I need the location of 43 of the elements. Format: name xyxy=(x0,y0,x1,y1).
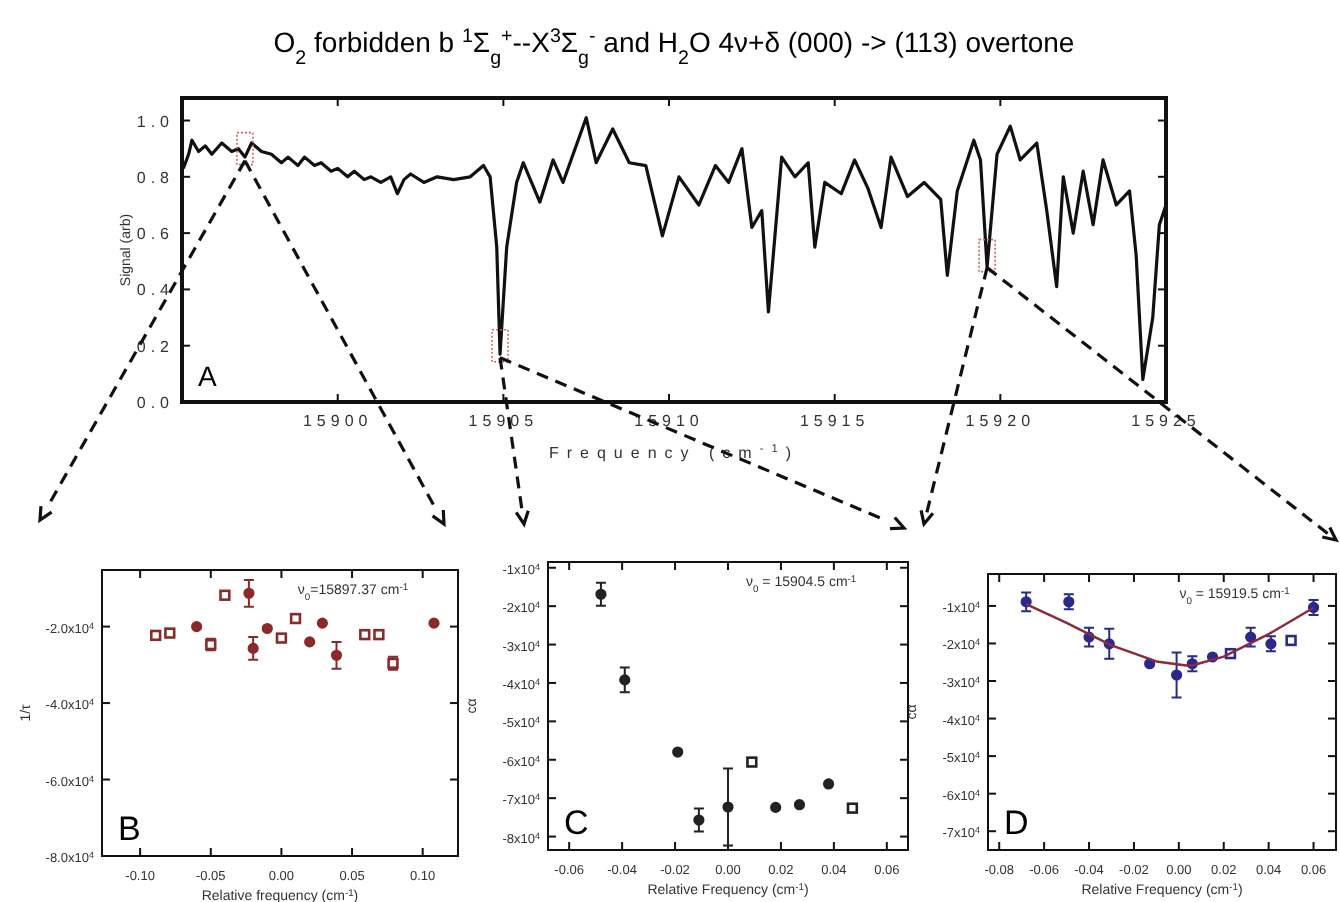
point xyxy=(693,814,705,826)
point xyxy=(846,802,859,814)
annotation: A xyxy=(198,360,218,392)
point xyxy=(289,612,302,625)
y-tick-label: 0.6 xyxy=(136,225,174,244)
point xyxy=(316,617,328,629)
point xyxy=(619,674,631,686)
y-tick-label: 0.8 xyxy=(136,168,174,187)
x-tick-label: 15920 xyxy=(965,412,1036,430)
point xyxy=(746,756,758,768)
point xyxy=(164,627,176,639)
point xyxy=(359,628,371,641)
annotation: B xyxy=(118,810,141,848)
point xyxy=(822,778,835,790)
y-tick-label: 1.0 xyxy=(136,112,174,131)
point xyxy=(428,617,440,629)
point xyxy=(261,622,273,635)
y-tick-label: 0.2 xyxy=(136,337,174,356)
annotation: C xyxy=(564,804,589,842)
x-tick-label: 15915 xyxy=(799,412,870,430)
point xyxy=(793,799,806,811)
point xyxy=(219,589,231,601)
point xyxy=(330,649,343,661)
point xyxy=(1245,631,1257,643)
point xyxy=(243,587,255,599)
point xyxy=(595,588,607,600)
point xyxy=(191,620,203,633)
point xyxy=(1170,669,1183,681)
chart-title: O$_{2}$ forbidden b $^{1}$Σ$_{g}$$^{+}$--X$^{3}$Σ$_{g}$$^{-}$ and H$_{2}$O 4ν+δ (000) -> (113) overtone xyxy=(273,25,1075,69)
y-tick-label: 0.4 xyxy=(136,281,174,300)
point xyxy=(1285,634,1297,647)
x-tick-label: 15900 xyxy=(302,412,373,430)
point xyxy=(275,632,288,644)
point xyxy=(304,636,316,648)
point xyxy=(373,628,385,641)
point xyxy=(149,629,162,642)
x-tick-label: 15925 xyxy=(1131,412,1201,430)
point xyxy=(770,801,782,813)
annotation: D xyxy=(1004,804,1029,842)
point xyxy=(722,801,734,813)
point xyxy=(672,746,684,758)
point xyxy=(247,642,259,654)
y-tick-label: 0.0 xyxy=(136,394,174,412)
